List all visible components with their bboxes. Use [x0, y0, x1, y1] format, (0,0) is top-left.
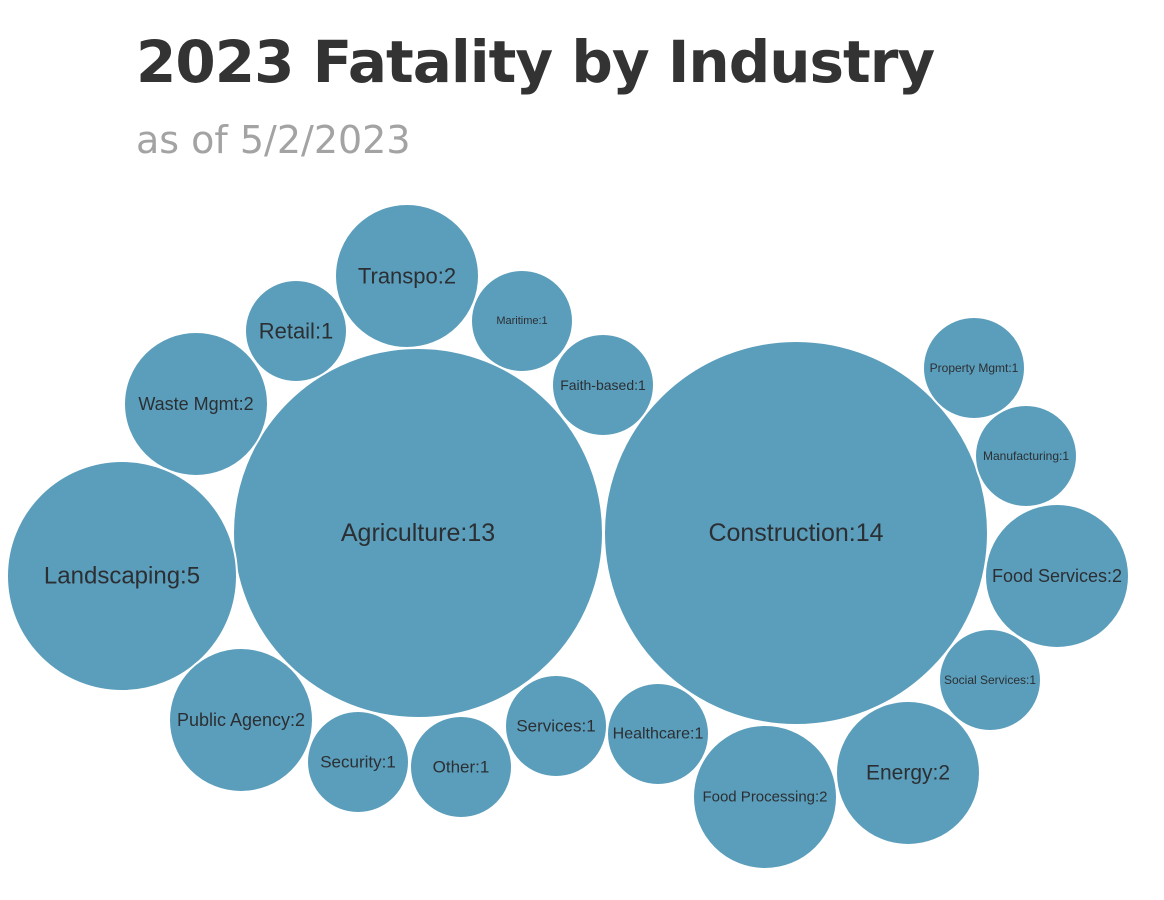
bubble-services: Services:1: [504, 674, 608, 778]
bubble-social-services: Social Services:1: [938, 628, 1042, 732]
bubble-landscaping: Landscaping:5: [6, 460, 238, 692]
bubble-label-retail: Retail:1: [259, 319, 334, 344]
bubble-manufacturing: Manufacturing:1: [974, 404, 1078, 508]
bubble-food-processing: Food Processing:2: [692, 724, 838, 870]
bubble-label-food-services: Food Services:2: [992, 566, 1122, 586]
bubble-circle-property-mgmt: [922, 316, 1026, 420]
bubble-label-energy: Energy:2: [866, 762, 950, 785]
bubble-label-manufacturing: Manufacturing:1: [983, 449, 1069, 463]
bubble-circle-public-agency: [168, 647, 314, 793]
bubble-waste-mgmt: Waste Mgmt:2: [123, 331, 269, 477]
bubble-food-services: Food Services:2: [984, 503, 1130, 649]
bubble-label-agriculture: Agriculture:13: [341, 519, 495, 547]
bubble-public-agency: Public Agency:2: [168, 647, 314, 793]
bubble-security: Security:1: [306, 710, 410, 814]
bubble-transpo: Transpo:2: [334, 203, 480, 349]
bubble-label-healthcare: Healthcare:1: [613, 726, 704, 743]
bubble-label-transpo: Transpo:2: [358, 264, 456, 289]
bubble-agriculture: Agriculture:13: [232, 347, 604, 719]
bubble-circle-food-processing: [692, 724, 838, 870]
bubble-circle-landscaping: [6, 460, 238, 692]
bubble-circle-security: [306, 710, 410, 814]
bubble-label-maritime: Maritime:1: [496, 315, 547, 327]
bubble-label-social-services: Social Services:1: [944, 673, 1036, 687]
bubble-other: Other:1: [409, 715, 513, 819]
bubble-construction: Construction:14: [603, 340, 989, 726]
bubble-energy: Energy:2: [835, 700, 981, 846]
bubble-circle-faith-based: [551, 333, 655, 437]
bubble-maritime: Maritime:1: [470, 269, 574, 373]
bubble-circle-transpo: [334, 203, 480, 349]
bubble-faith-based: Faith-based:1: [551, 333, 655, 437]
bubble-circle-healthcare: [606, 682, 710, 786]
bubble-circle-retail: [244, 279, 348, 383]
bubble-circle-energy: [835, 700, 981, 846]
bubble-label-public-agency: Public Agency:2: [177, 710, 305, 730]
bubble-label-waste-mgmt: Waste Mgmt:2: [138, 394, 253, 414]
bubble-circle-waste-mgmt: [123, 331, 269, 477]
bubble-circle-food-services: [984, 503, 1130, 649]
bubble-label-construction: Construction:14: [708, 519, 883, 547]
bubble-healthcare: Healthcare:1: [606, 682, 710, 786]
bubble-label-property-mgmt: Property Mgmt:1: [930, 361, 1019, 375]
bubble-circle-manufacturing: [974, 404, 1078, 508]
bubble-label-landscaping: Landscaping:5: [44, 563, 200, 590]
bubble-circle-other: [409, 715, 513, 819]
bubble-label-food-processing: Food Processing:2: [702, 789, 827, 806]
bubble-label-security: Security:1: [320, 753, 396, 772]
bubble-label-faith-based: Faith-based:1: [560, 377, 646, 393]
bubble-circle-maritime: [470, 269, 574, 373]
bubble-label-other: Other:1: [433, 758, 490, 777]
bubble-circle-social-services: [938, 628, 1042, 732]
bubble-property-mgmt: Property Mgmt:1: [922, 316, 1026, 420]
bubble-label-services: Services:1: [516, 717, 595, 736]
chart-title: 2023 Fatality by Industry: [136, 28, 935, 96]
chart-subtitle: as of 5/2/2023: [136, 118, 411, 162]
bubble-retail: Retail:1: [244, 279, 348, 383]
